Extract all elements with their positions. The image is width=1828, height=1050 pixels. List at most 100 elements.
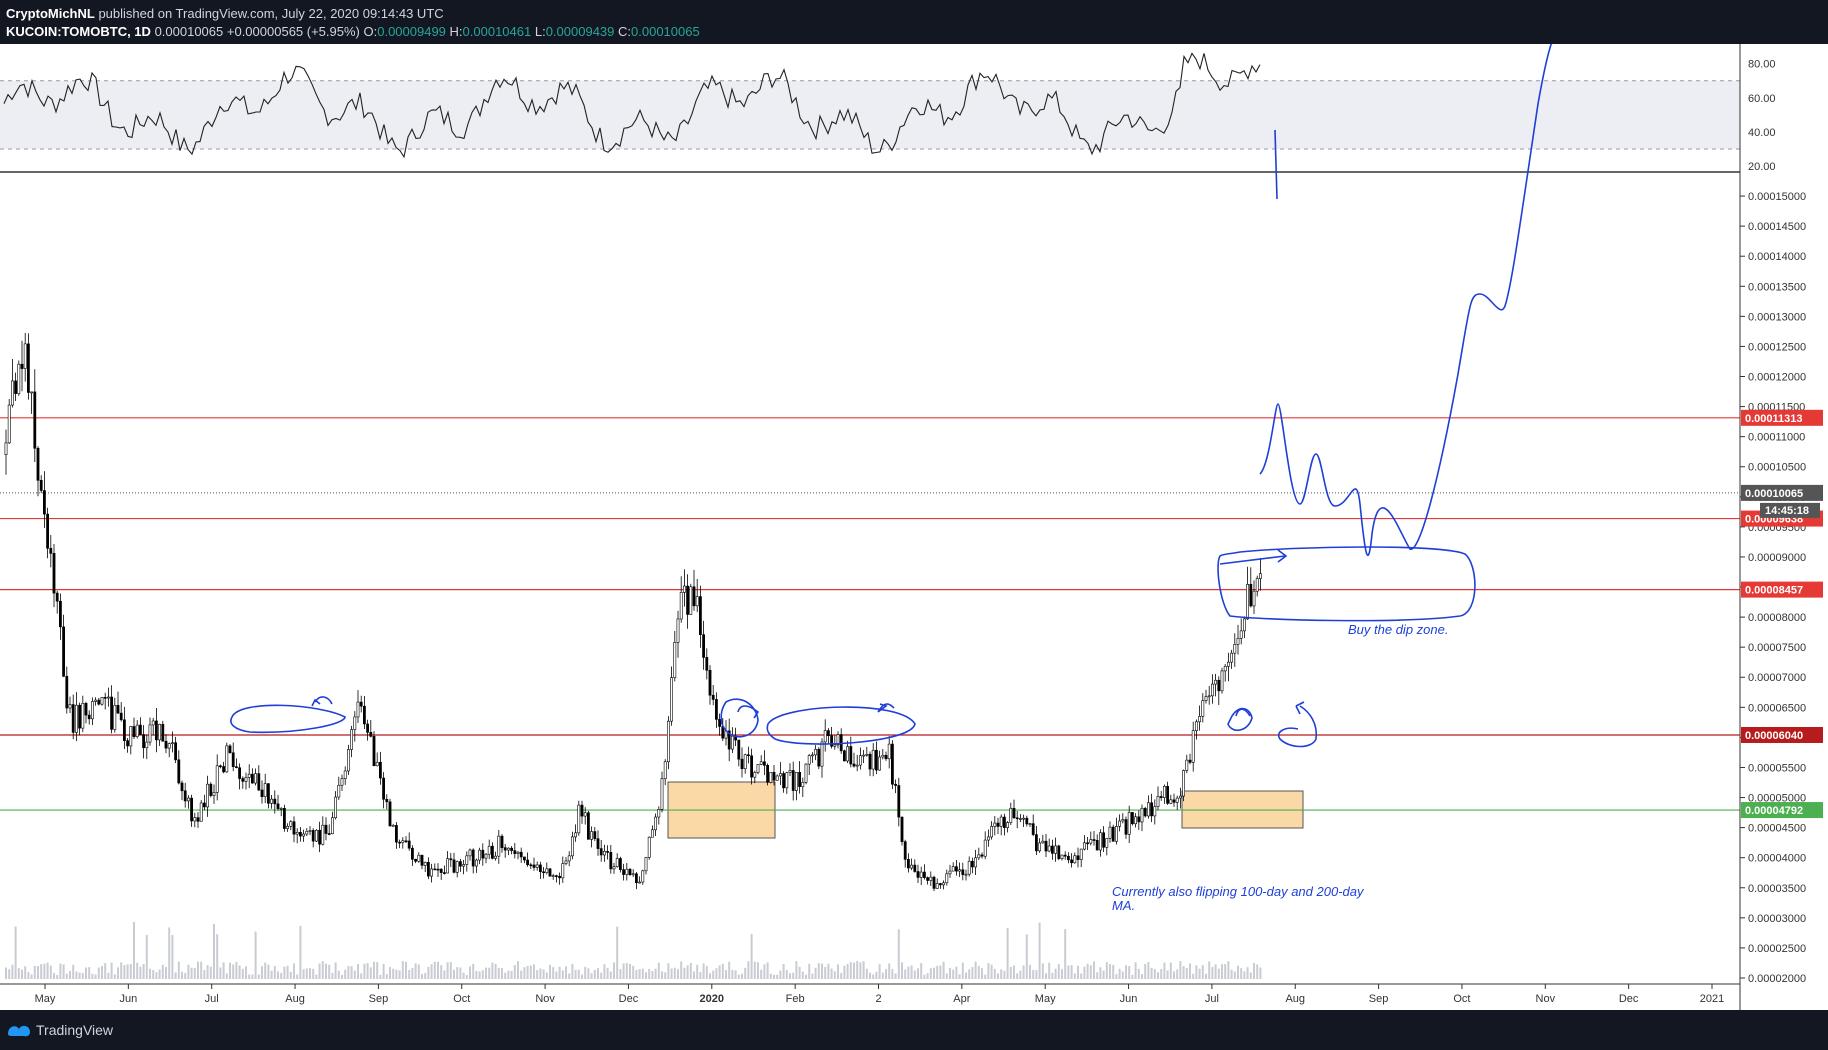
tradingview-brand[interactable]: TradingView (36, 1022, 114, 1038)
candle-body (167, 743, 171, 749)
candle-body (263, 783, 267, 798)
candle-body (634, 873, 638, 884)
candle-body (308, 830, 312, 832)
volume-bar (1259, 967, 1262, 979)
candle-body (564, 860, 568, 864)
volume-bar (389, 967, 391, 979)
volume-bar (1013, 965, 1015, 979)
volume-bar (689, 962, 692, 979)
volume-bar (872, 974, 875, 979)
volume-bar (200, 961, 203, 979)
candle-body (807, 755, 811, 765)
volume-bar (926, 973, 929, 979)
candle-body (1198, 716, 1202, 723)
candle-body (820, 741, 824, 767)
candle-body (465, 855, 469, 865)
time-tick-label: Dec (619, 993, 639, 1005)
candle-body (487, 845, 491, 855)
price-tick-label: 0.00002500 (1748, 943, 1806, 955)
close-value: 0.00010065 (631, 24, 700, 39)
volume-bar (1099, 967, 1102, 979)
candle-body (574, 832, 578, 838)
volume-bar (734, 970, 737, 979)
volume-bar (901, 962, 903, 979)
volume-bar (936, 965, 939, 979)
volume-bar (424, 973, 427, 979)
price-tick-label: 0.00013000 (1748, 311, 1806, 323)
candle-body (1022, 817, 1026, 820)
volume-bar (69, 970, 71, 979)
volume-bar (568, 973, 571, 979)
candle-body (235, 766, 238, 769)
volume-bar (11, 964, 14, 979)
candle-body (983, 839, 987, 857)
volume-bar (1077, 965, 1079, 979)
volume-bar (853, 962, 855, 979)
candle-body (1057, 845, 1061, 859)
candle-body (692, 586, 696, 607)
candle-body (1009, 807, 1013, 823)
candle-body (945, 873, 949, 884)
candle-body (660, 778, 664, 810)
candle-body (1185, 759, 1189, 771)
volume-bar (1121, 971, 1124, 979)
volume-bar (65, 973, 68, 979)
price-tick-label: 0.00009000 (1748, 552, 1806, 564)
volume-bar (264, 962, 267, 979)
volume-bar (155, 972, 158, 979)
candle-body (1246, 584, 1250, 620)
candle-body (321, 824, 325, 845)
volume-bar (357, 964, 359, 979)
volume-bar (107, 972, 110, 979)
candle-body (666, 720, 670, 763)
volume-bar (1115, 974, 1118, 979)
volume-bar (1243, 971, 1246, 979)
candle-body (458, 861, 462, 867)
volume-bar (168, 927, 171, 979)
hand-drawings (230, 44, 1552, 748)
volume-bar (766, 962, 769, 979)
time-tick-label: Jul (1205, 993, 1219, 1005)
volume-bar (1153, 969, 1156, 979)
volume-bar (773, 974, 775, 979)
candle-body (753, 772, 757, 778)
volume-bar (1249, 972, 1252, 979)
candle-body (842, 750, 846, 762)
volume-bar (49, 965, 52, 979)
candle-body (775, 775, 779, 781)
volume-bar (369, 967, 372, 979)
volume-bar (990, 964, 993, 979)
volume-bar (85, 967, 87, 979)
time-axis[interactable]: May Jun Jul Aug Sep Oct Nov Dec 2020 Feb 2 Apr May Ju… (35, 984, 1725, 1005)
volume-bar (462, 972, 465, 979)
candle-body (270, 798, 274, 804)
candle-body (398, 841, 402, 844)
volume-bar (833, 971, 836, 979)
symbol-label[interactable]: KUCOIN:TOMOBTC, 1D (6, 24, 151, 39)
candle-body (279, 808, 283, 810)
volume-bar (827, 963, 830, 979)
volume-bar (725, 970, 727, 979)
price-chart[interactable]: Buy the dip zone. Currently also flippin… (0, 44, 1828, 1010)
candle-body (1108, 826, 1112, 839)
candle-body (171, 742, 174, 744)
candle-body (535, 864, 539, 868)
candle-body (615, 858, 619, 868)
level-tag-label: 0.00011313 (1745, 413, 1803, 425)
publisher-name[interactable]: CryptoMichNL (6, 6, 95, 21)
candle-body (231, 752, 235, 767)
candle-body (439, 868, 443, 873)
candle-body (46, 513, 50, 549)
candle-body (346, 749, 350, 772)
candle-body (993, 822, 997, 827)
volume-bar (321, 961, 324, 979)
level-tag-label: 0.00004792 (1745, 805, 1803, 817)
volume-bar (1118, 968, 1121, 979)
candle-body (903, 841, 907, 860)
countdown-label: 14:45:18 (1765, 505, 1809, 517)
candle-body (433, 868, 437, 871)
candle-body (362, 705, 366, 725)
price-tick-label: 0.00014500 (1748, 221, 1806, 233)
candle-body (286, 825, 290, 829)
candle-body (746, 754, 750, 757)
